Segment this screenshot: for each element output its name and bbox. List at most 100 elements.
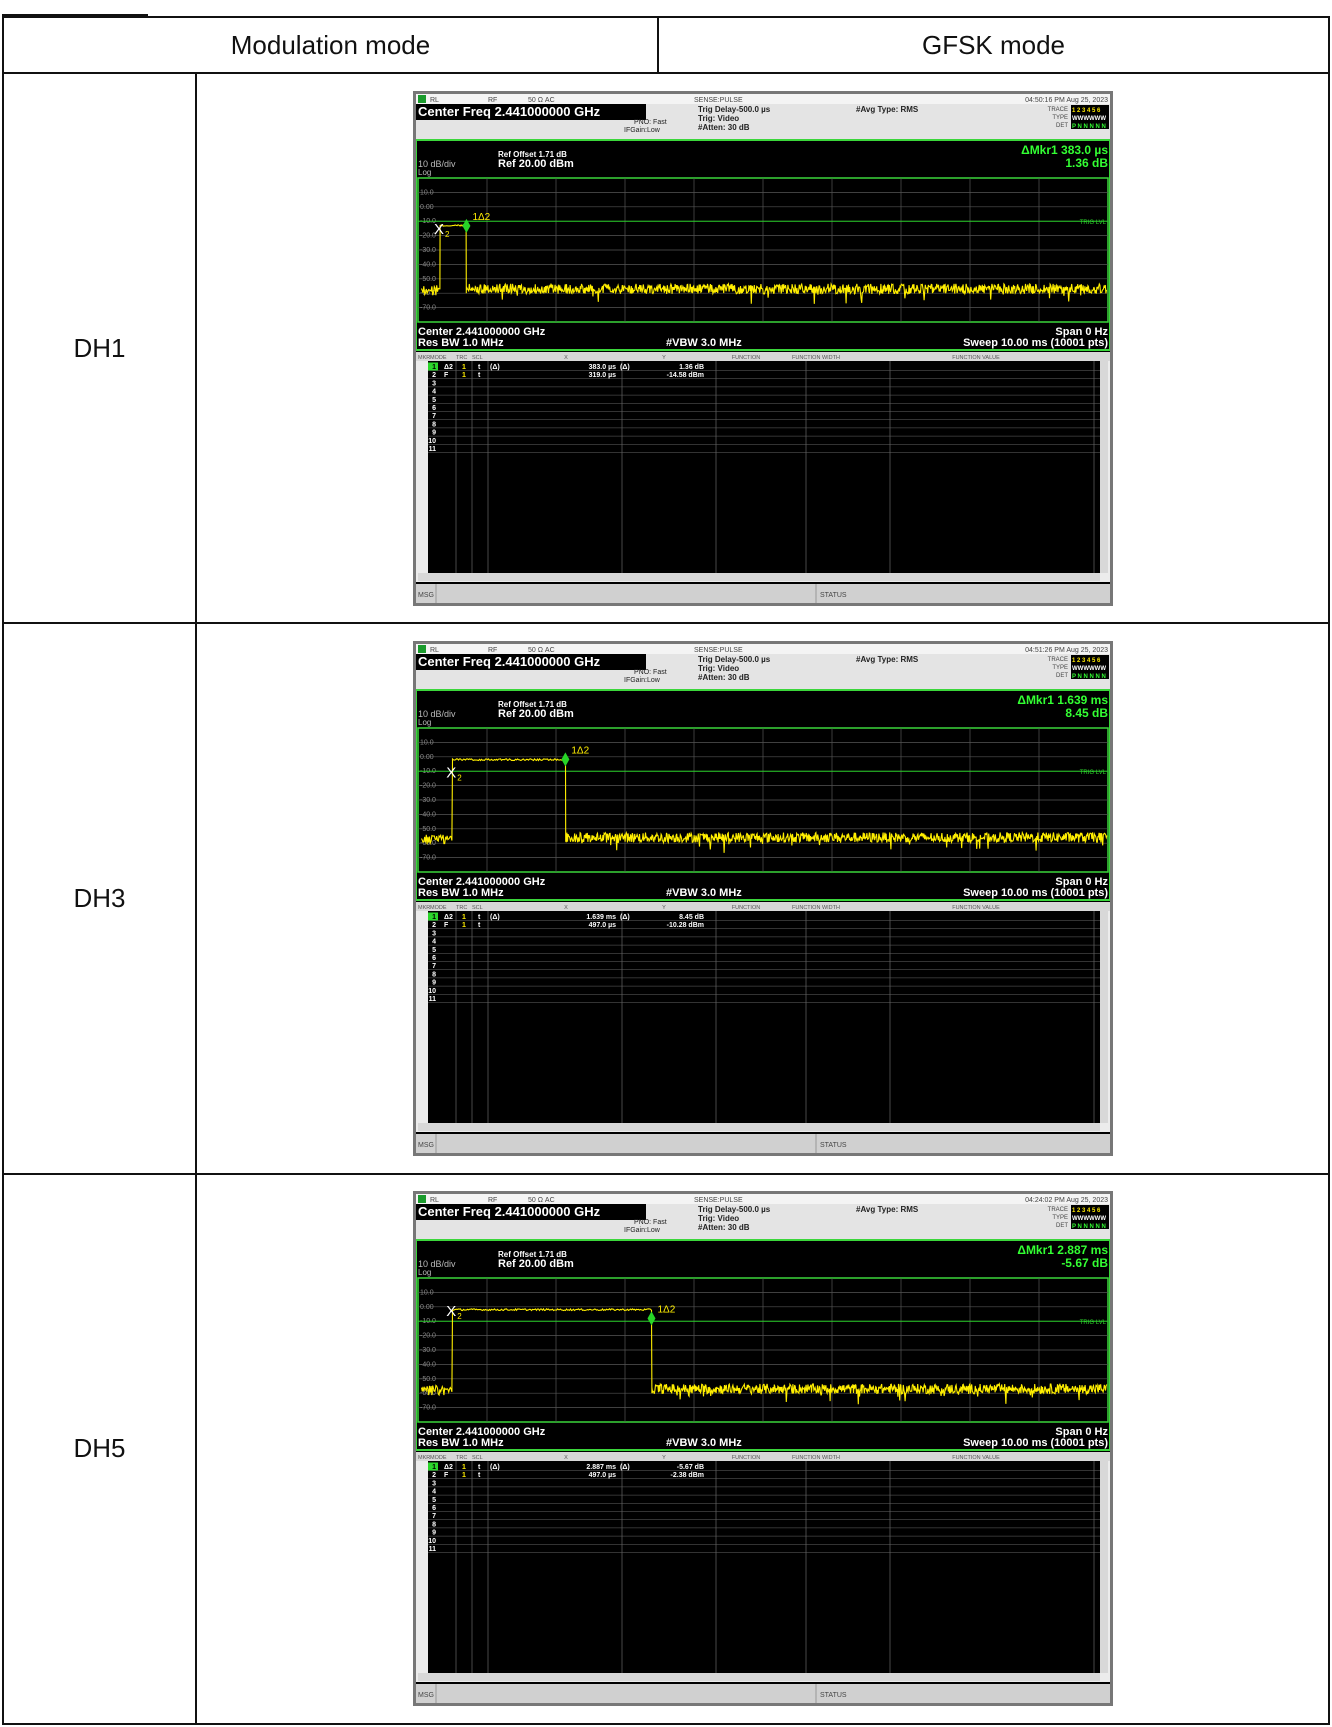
marker-scale: t [478, 372, 481, 379]
rl-label: RL [430, 1197, 439, 1204]
trig-label: Trig: Video [698, 664, 739, 673]
msg-label: MSG [418, 1142, 434, 1149]
table-header: X [564, 905, 568, 911]
y-tick-label: -20.0 [420, 1333, 436, 1340]
coupling-label: 50 Ω AC [528, 97, 555, 104]
table-header: MODE [430, 355, 447, 361]
atten-label: #Atten: 30 dB [698, 1223, 750, 1232]
sweep-label: Sweep 10.00 ms (10001 pts) [963, 1437, 1108, 1449]
table-row-number: 2 [432, 922, 436, 929]
table-header: FUNCTION WIDTH [792, 905, 840, 911]
timestamp: 04:51:26 PM Aug 25, 2023 [1025, 647, 1108, 654]
pno-label: PNO: Fast [634, 119, 667, 126]
table-row: DH3 RL RF 50 Ω AC SENSE:PULSE 04:51:26 PM Au… [2, 622, 1330, 1175]
rf-label: RF [488, 97, 497, 104]
y-tick-label: -60.0 [420, 290, 436, 297]
center-freq-box [415, 103, 646, 120]
marker-y-value: -5.67 dB [676, 1464, 703, 1471]
center-freq: Center Freq 2.441000000 GHz [418, 654, 601, 669]
det-value: P N N N N N [1072, 1224, 1106, 1230]
marker-table-body [427, 360, 1100, 573]
timestamp: 04:24:02 PM Aug 25, 2023 [1025, 1197, 1108, 1204]
y-tick-label: -20.0 [420, 783, 436, 790]
marker-y-value: -10.28 dBm [666, 922, 703, 929]
marker-mode: Δ2 [444, 364, 453, 371]
marker-x-value: 497.0 µs [588, 922, 615, 929]
sense-label: SENSE:PULSE [694, 97, 743, 104]
header-row: Modulation mode GFSK mode [2, 16, 1330, 74]
sweep-label: Sweep 10.00 ms (10001 pts) [963, 337, 1108, 349]
table-row-number: 2 [432, 1473, 436, 1480]
table-header: MKR [418, 1455, 430, 1461]
log-label: Log [418, 1268, 431, 1277]
scale-label: 10 dB/div [418, 709, 456, 719]
trace-label: TRACE [1047, 657, 1067, 663]
marker-scale: t [478, 1464, 481, 1471]
marker-trace: 1 [462, 1473, 466, 1480]
ref-level: Ref 20.00 dBm [498, 708, 574, 720]
trig-delay: Trig Delay-500.0 µs [698, 655, 771, 664]
plot-cell: RL RF 50 Ω AC SENSE:PULSE 04:24:02 PM Aug 25… [195, 1172, 1330, 1726]
type-label: TYPE [1052, 665, 1068, 671]
table-row-number: 1 [432, 914, 436, 921]
det-value: P N N N N N [1072, 124, 1106, 130]
y-tick-label: 10.0 [420, 189, 434, 196]
marker-delta-flag: (Δ) [490, 364, 500, 371]
center-bottom: Center 2.441000000 GHz [418, 876, 546, 888]
table-header: FUNCTION VALUE [952, 355, 1000, 361]
table-row-number: 11 [428, 446, 436, 453]
center-freq: Center Freq 2.441000000 GHz [418, 1204, 601, 1219]
ref-offset: Ref Offset 1.71 dB [498, 700, 567, 709]
trace-line [420, 757, 1107, 853]
avg-type: #Avg Type: RMS [856, 105, 919, 114]
y-tick-label: -50.0 [420, 826, 436, 833]
y-tick-label: -30.0 [420, 797, 436, 804]
marker-2-sub: 2 [457, 774, 462, 783]
marker-mode: F [444, 1473, 449, 1480]
msg-bar [415, 583, 1110, 603]
table-row-number: 10 [428, 1538, 436, 1545]
lxi-icon [417, 94, 426, 103]
trig-lvl-label: TRIG LVL [1079, 1321, 1106, 1327]
marker-y-value: -2.38 dBm [670, 1473, 703, 1480]
marker-mode: Δ2 [444, 914, 453, 921]
y-tick-label: 0.00 [420, 1304, 434, 1311]
ref-level: Ref 20.00 dBm [498, 158, 574, 170]
delta-marker: ΔMkr1 2.887 ms [1017, 1243, 1108, 1257]
trig-delay: Trig Delay-500.0 µs [698, 105, 771, 114]
marker-y-value: -14.58 dBm [666, 372, 703, 379]
timestamp: 04:50:16 PM Aug 25, 2023 [1025, 97, 1108, 104]
marker-1-label: 1Δ2 [657, 1305, 675, 1316]
y-tick-label: 0.00 [420, 754, 434, 761]
table-header: Y [662, 905, 666, 911]
table-row-number: 10 [428, 437, 436, 444]
row-label-dh3: DH3 [2, 622, 197, 1175]
table-row-number: 7 [432, 963, 436, 970]
avg-type: #Avg Type: RMS [856, 1205, 919, 1214]
trace-box [1070, 104, 1109, 129]
marker-x-value: 497.0 µs [588, 1473, 615, 1480]
table-row-number: 3 [432, 380, 436, 387]
table-row-number: 1 [432, 1464, 436, 1471]
marker-delta-flag-y: (Δ) [620, 1464, 630, 1471]
table-header: X [564, 1455, 568, 1461]
table-row-number: 9 [432, 429, 436, 436]
vbw-label: #VBW 3.0 MHz [666, 1437, 742, 1449]
table-header: FUNCTION WIDTH [792, 1455, 840, 1461]
analyzer-svg: RL RF 50 Ω AC SENSE:PULSE 04:51:26 PM Aug 25… [415, 643, 1110, 1153]
table-header: TRC [456, 355, 467, 361]
res-bw: Res BW 1.0 MHz [418, 1437, 504, 1449]
row-label-dh1: DH1 [2, 71, 197, 625]
results-table: Modulation mode GFSK mode DH1 RL RF 50 Ω A… [2, 16, 1330, 1726]
vbw-label: #VBW 3.0 MHz [666, 337, 742, 349]
table-row-number: 8 [432, 1522, 436, 1529]
table-header: SCL [472, 1455, 483, 1461]
table-header: Y [662, 355, 666, 361]
trace-value: 1 2 3 4 5 6 [1072, 658, 1101, 664]
type-label: TYPE [1052, 115, 1068, 121]
table-row-number: 4 [432, 1489, 436, 1496]
marker-trace: 1 [462, 922, 466, 929]
marker-2-x: X [434, 220, 444, 237]
marker-trace: 1 [462, 914, 466, 921]
trace-label: TRACE [1047, 1207, 1067, 1213]
